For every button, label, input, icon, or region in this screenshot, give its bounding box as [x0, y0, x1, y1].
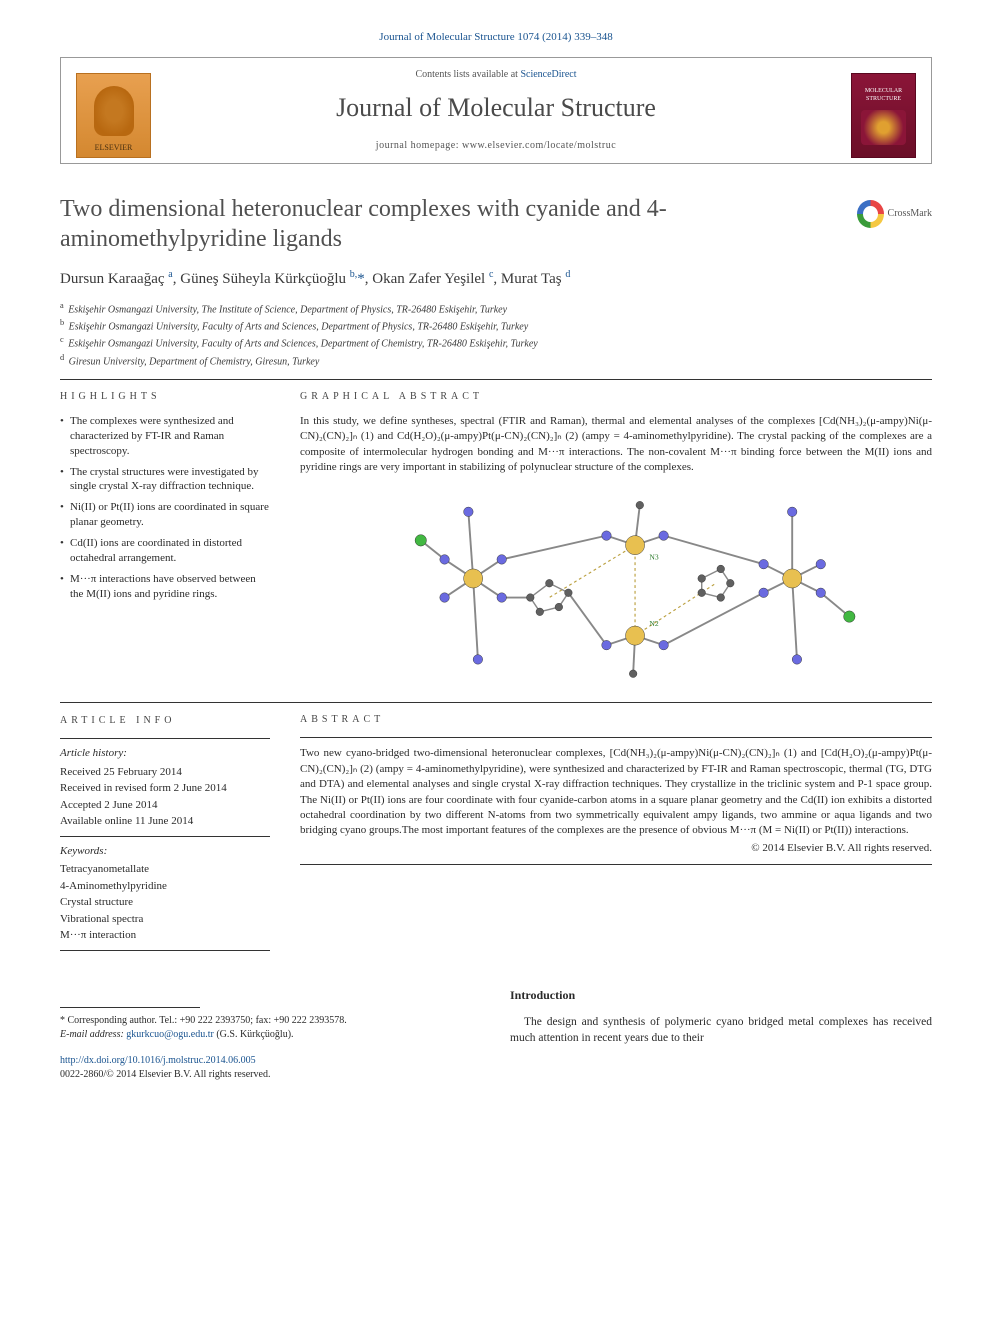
history-label: Article history:	[60, 745, 270, 762]
highlights-label: HIGHLIGHTS	[60, 390, 270, 404]
introduction-body: The design and synthesis of polymeric cy…	[510, 1014, 932, 1046]
affiliation-line: a Eskişehir Osmangazi University, The In…	[60, 300, 932, 317]
crossmark-badge[interactable]: CrossMark	[857, 194, 932, 234]
contents-line: Contents lists available at ScienceDirec…	[181, 68, 811, 82]
affiliation-line: d Giresun University, Department of Chem…	[60, 352, 932, 369]
divider	[60, 702, 932, 703]
molecular-diagram: N3 N2	[300, 488, 932, 688]
abstract-copyright: © 2014 Elsevier B.V. All rights reserved…	[300, 841, 932, 856]
svg-text:N3: N3	[649, 552, 658, 561]
divider	[60, 379, 932, 380]
highlights-list: The complexes were synthesized and chara…	[60, 414, 270, 601]
keywords-list: Tetracyanometallate4-Aminomethylpyridine…	[60, 861, 270, 944]
affiliation-line: c Eskişehir Osmangazi University, Facult…	[60, 334, 932, 351]
corresponding-line1: * Corresponding author. Tel.: +90 222 23…	[60, 1014, 480, 1028]
issn-copyright: 0022-2860/© 2014 Elsevier B.V. All right…	[60, 1069, 270, 1080]
highlights-section: HIGHLIGHTS The complexes were synthesize…	[60, 390, 270, 692]
elsevier-logo: ELSEVIER	[76, 73, 151, 158]
highlight-item: The crystal structures were investigated…	[60, 465, 270, 495]
homepage-prefix: journal homepage:	[376, 140, 462, 151]
article-title: Two dimensional heteronuclear complexes …	[60, 194, 837, 254]
graphical-abstract-section: GRAPHICAL ABSTRACT In this study, we def…	[300, 390, 932, 692]
affiliation-line: b Eskişehir Osmangazi University, Facult…	[60, 317, 932, 334]
corresponding-author: * Corresponding author. Tel.: +90 222 23…	[60, 1014, 480, 1042]
contents-prefix: Contents lists available at	[415, 69, 520, 80]
corresponding-email-link[interactable]: gkurkcuo@ogu.edu.tr	[126, 1029, 214, 1040]
keyword-line: 4-Aminomethylpyridine	[60, 878, 270, 895]
abstract-text: Two new cyano-bridged two-dimensional he…	[300, 746, 932, 838]
keyword-line: Crystal structure	[60, 894, 270, 911]
article-info-label: ARTICLE INFO	[60, 713, 270, 728]
journal-cover-thumbnail: MOLECULAR STRUCTURE	[851, 73, 916, 158]
graphical-label: GRAPHICAL ABSTRACT	[300, 390, 932, 404]
sciencedirect-link[interactable]: ScienceDirect	[520, 69, 576, 80]
doi-link[interactable]: http://dx.doi.org/10.1016/j.molstruc.201…	[60, 1055, 256, 1066]
homepage-url[interactable]: www.elsevier.com/locate/molstruc	[462, 140, 616, 151]
highlight-item: Ni(II) or Pt(II) ions are coordinated in…	[60, 500, 270, 530]
history-line: Received 25 February 2014	[60, 764, 270, 781]
cover-text: MOLECULAR STRUCTURE	[856, 87, 911, 104]
introduction-heading: Introduction	[510, 987, 932, 1004]
citation-bar: Journal of Molecular Structure 1074 (201…	[60, 30, 932, 45]
history-line: Available online 11 June 2014	[60, 813, 270, 830]
svg-text:N2: N2	[649, 619, 658, 628]
highlight-item: M···π interactions have observed between…	[60, 572, 270, 602]
keyword-line: Tetracyanometallate	[60, 861, 270, 878]
abstract-section: ABSTRACT Two new cyano-bridged two-dimen…	[300, 713, 932, 957]
journal-header: ELSEVIER MOLECULAR STRUCTURE Contents li…	[60, 57, 932, 163]
publisher-label: ELSEVIER	[95, 142, 133, 153]
history-line: Received in revised form 2 June 2014	[60, 780, 270, 797]
keyword-line: M···π interaction	[60, 927, 270, 944]
graphical-text: In this study, we define syntheses, spec…	[300, 414, 932, 476]
corresponding-name: (G.S. Kürkçüoğlu).	[214, 1029, 294, 1040]
article-info-section: ARTICLE INFO Article history: Received 2…	[60, 713, 270, 957]
keyword-line: Vibrational spectra	[60, 911, 270, 928]
email-label: E-mail address:	[60, 1029, 126, 1040]
doi-block: http://dx.doi.org/10.1016/j.molstruc.201…	[60, 1054, 480, 1082]
abstract-label: ABSTRACT	[300, 713, 932, 727]
crossmark-icon	[857, 200, 884, 228]
affiliations-list: a Eskişehir Osmangazi University, The In…	[60, 300, 932, 369]
footnote-rule	[60, 1007, 200, 1008]
crossmark-label: CrossMark	[888, 207, 932, 221]
highlight-item: The complexes were synthesized and chara…	[60, 414, 270, 459]
authors-list: Dursun Karaağaç a, Güneş Süheyla Kürkçüo…	[60, 268, 932, 290]
keywords-label: Keywords:	[60, 843, 270, 860]
journal-name: Journal of Molecular Structure	[181, 90, 811, 126]
highlight-item: Cd(II) ions are coordinated in distorted…	[60, 536, 270, 566]
homepage-line: journal homepage: www.elsevier.com/locat…	[181, 139, 811, 153]
history-line: Accepted 2 June 2014	[60, 797, 270, 814]
history-list: Received 25 February 2014Received in rev…	[60, 764, 270, 830]
